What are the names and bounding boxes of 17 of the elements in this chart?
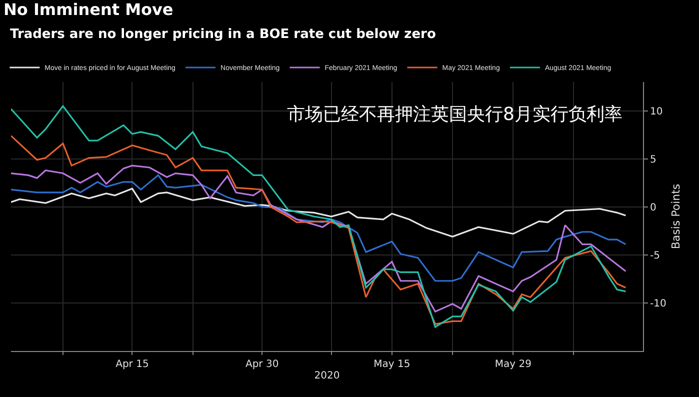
line-series bbox=[11, 164, 626, 312]
chart-subtitle: Traders are no longer pricing in a BOE rate cut below zero bbox=[10, 27, 436, 42]
line-series bbox=[11, 174, 626, 282]
y-axis-title: Basis Points bbox=[670, 184, 683, 250]
y-tick-label: 0 bbox=[650, 202, 656, 214]
x-axis-title: 2020 bbox=[314, 370, 340, 382]
chart-title: No Imminent Move bbox=[3, 0, 174, 20]
y-tick-label: -10 bbox=[650, 298, 666, 310]
x-tick-label: Apr 15 bbox=[116, 359, 149, 370]
annotation: 市场已经不再押注英国央行8月实行负利率 bbox=[287, 104, 622, 125]
y-tick-label: -5 bbox=[650, 250, 660, 262]
y-tick-label: 10 bbox=[650, 106, 663, 118]
y-tick-label: 5 bbox=[650, 154, 656, 166]
line-series bbox=[11, 188, 626, 238]
x-tick-label: May 29 bbox=[494, 359, 532, 370]
x-tick-label: May 15 bbox=[374, 359, 410, 370]
x-tick-label: Apr 30 bbox=[245, 359, 279, 370]
